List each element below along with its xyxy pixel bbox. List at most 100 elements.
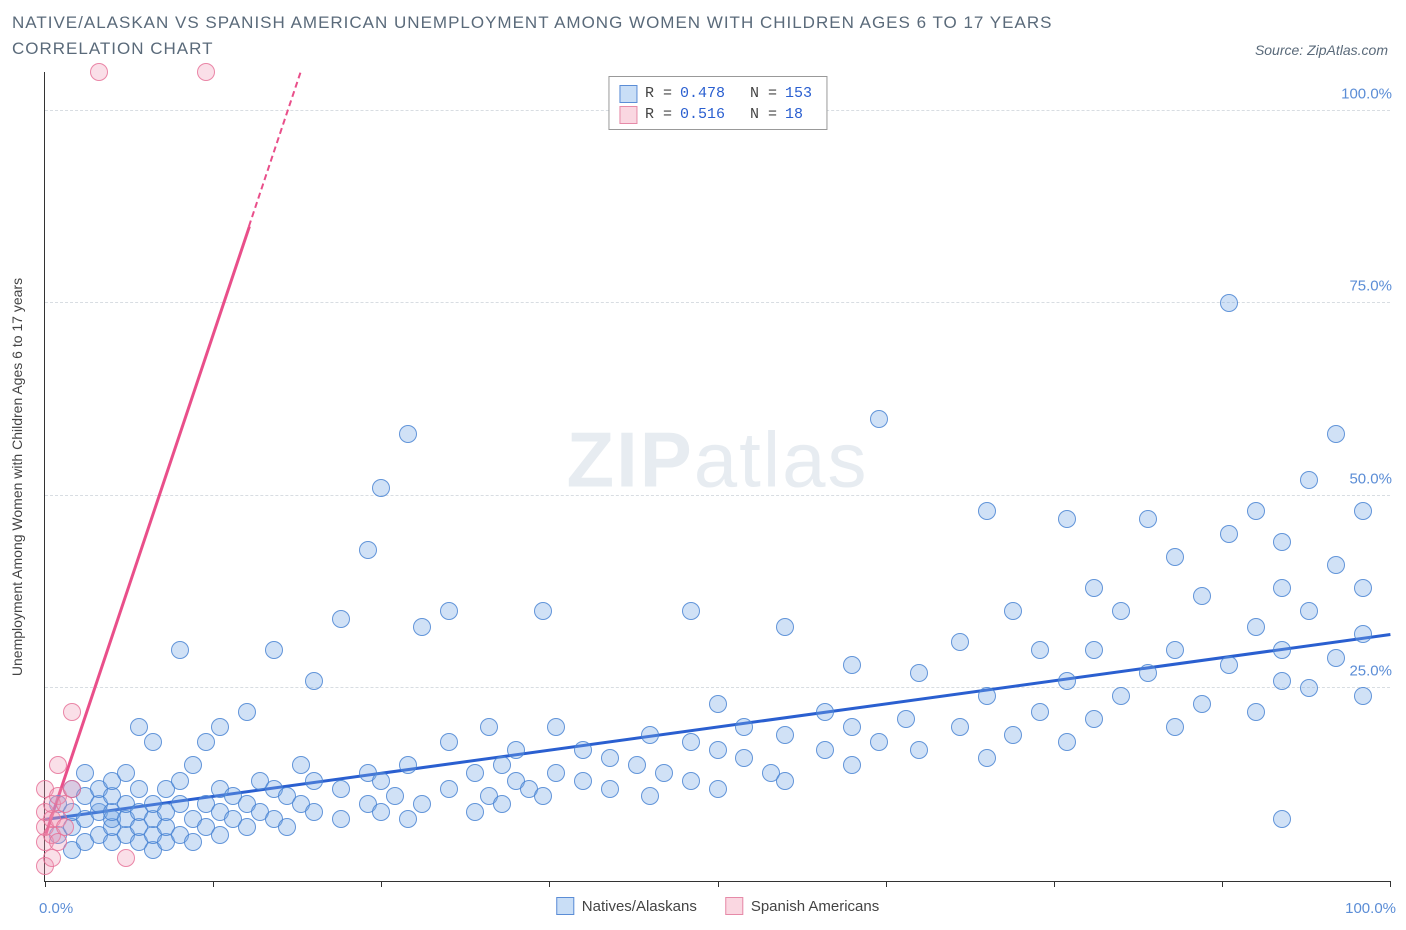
legend-label: Natives/Alaskans — [582, 898, 697, 915]
correlation-legend: R = 0.478 N = 153 R = 0.516 N = 18 — [608, 76, 827, 130]
swatch-pink — [725, 897, 743, 915]
data-point — [278, 818, 296, 836]
data-point — [1085, 641, 1103, 659]
data-point — [641, 726, 659, 744]
data-point — [413, 795, 431, 813]
data-point — [978, 749, 996, 767]
data-point — [1300, 679, 1318, 697]
gridline — [45, 687, 1390, 688]
data-point — [1300, 471, 1318, 489]
data-point — [1058, 672, 1076, 690]
data-point — [1273, 672, 1291, 690]
data-point — [776, 772, 794, 790]
data-point — [184, 833, 202, 851]
data-point — [49, 756, 67, 774]
data-point — [466, 764, 484, 782]
data-point — [440, 602, 458, 620]
data-point — [305, 672, 323, 690]
data-point — [655, 764, 673, 782]
data-point — [359, 541, 377, 559]
data-point — [641, 787, 659, 805]
data-point — [1273, 533, 1291, 551]
x-tick — [886, 881, 887, 887]
data-point — [1004, 726, 1022, 744]
data-point — [372, 772, 390, 790]
data-point — [776, 726, 794, 744]
data-point — [1273, 810, 1291, 828]
trend-line — [45, 72, 301, 835]
legend-label: Spanish Americans — [751, 898, 879, 915]
watermark: ZIPatlas — [566, 415, 868, 506]
data-point — [1031, 703, 1049, 721]
y-tick-label: 100.0% — [1335, 85, 1392, 102]
data-point — [574, 772, 592, 790]
data-point — [292, 756, 310, 774]
data-point — [1247, 618, 1265, 636]
data-point — [547, 764, 565, 782]
data-point — [466, 803, 484, 821]
data-point — [1247, 502, 1265, 520]
data-point — [480, 718, 498, 736]
data-point — [332, 610, 350, 628]
data-point — [574, 741, 592, 759]
data-point — [43, 849, 61, 867]
legend-item-natives: Natives/Alaskans — [556, 897, 697, 915]
data-point — [305, 803, 323, 821]
series-legend: Natives/Alaskans Spanish Americans — [556, 897, 879, 915]
x-tick — [718, 881, 719, 887]
data-point — [910, 664, 928, 682]
data-point — [870, 733, 888, 751]
data-point — [1220, 656, 1238, 674]
data-point — [897, 710, 915, 728]
x-tick — [213, 881, 214, 887]
data-point — [130, 780, 148, 798]
x-tick — [549, 881, 550, 887]
data-point — [399, 810, 417, 828]
data-point — [978, 502, 996, 520]
data-point — [1139, 664, 1157, 682]
y-axis-title: Unemployment Among Women with Children A… — [9, 277, 25, 675]
data-point — [1193, 695, 1211, 713]
data-point — [507, 741, 525, 759]
data-point — [1327, 649, 1345, 667]
data-point — [211, 826, 229, 844]
data-point — [197, 733, 215, 751]
swatch-pink — [619, 106, 637, 124]
data-point — [399, 756, 417, 774]
data-point — [1058, 733, 1076, 751]
data-point — [1354, 625, 1372, 643]
data-point — [211, 718, 229, 736]
data-point — [534, 602, 552, 620]
data-point — [628, 756, 646, 774]
data-point — [682, 772, 700, 790]
data-point — [951, 633, 969, 651]
data-point — [130, 718, 148, 736]
data-point — [56, 795, 74, 813]
data-point — [305, 772, 323, 790]
data-point — [682, 602, 700, 620]
data-point — [1112, 687, 1130, 705]
data-point — [1166, 718, 1184, 736]
data-point — [238, 703, 256, 721]
data-point — [493, 795, 511, 813]
data-point — [1220, 525, 1238, 543]
data-point — [1354, 579, 1372, 597]
data-point — [601, 780, 619, 798]
data-point — [682, 733, 700, 751]
data-point — [332, 780, 350, 798]
data-point — [1166, 548, 1184, 566]
data-point — [843, 718, 861, 736]
data-point — [1327, 425, 1345, 443]
data-point — [1139, 510, 1157, 528]
data-point — [63, 780, 81, 798]
x-tick — [1054, 881, 1055, 887]
data-point — [843, 656, 861, 674]
x-tick-label-max: 100.0% — [1345, 900, 1396, 917]
data-point — [709, 780, 727, 798]
data-point — [171, 641, 189, 659]
data-point — [372, 479, 390, 497]
data-point — [601, 749, 619, 767]
gridline — [45, 495, 1390, 496]
data-point — [90, 63, 108, 81]
data-point — [265, 641, 283, 659]
